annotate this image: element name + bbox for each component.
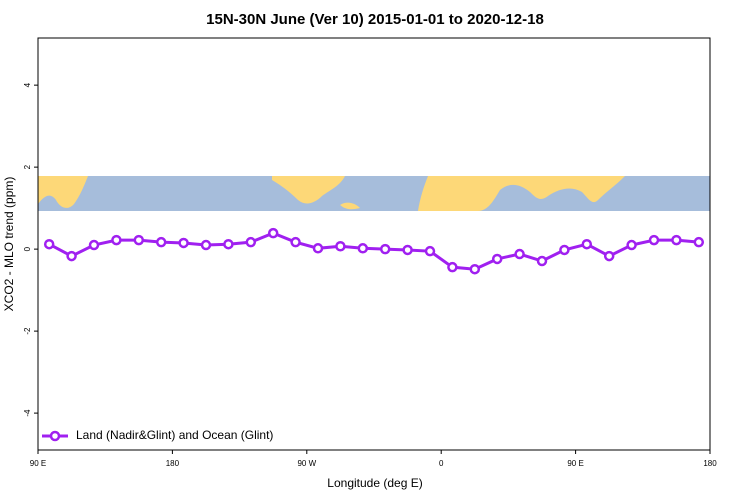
data-point xyxy=(603,250,615,262)
y-tick-label: 0 xyxy=(23,246,32,251)
y-tick-label: -2 xyxy=(23,327,32,335)
x-tick-label: 180 xyxy=(166,459,180,468)
data-point xyxy=(559,244,570,256)
data-point xyxy=(111,234,122,246)
data-point xyxy=(267,227,279,239)
plot-frame xyxy=(37,37,711,451)
legend-marker xyxy=(49,430,61,442)
x-tick-label: 90 W xyxy=(297,459,316,468)
data-point xyxy=(43,238,55,250)
legend-label: Land (Nadir&Glint) and Ocean (Glint) xyxy=(76,428,273,442)
x-tick-label: 0 xyxy=(439,459,444,468)
y-tick-label: 4 xyxy=(23,82,32,87)
x-tick-label: 90 E xyxy=(567,459,583,468)
y-tick-label: -4 xyxy=(23,409,32,417)
x-tick-label: 180 xyxy=(703,459,717,468)
data-point xyxy=(536,255,548,267)
data-point xyxy=(424,245,436,257)
data-point xyxy=(379,243,391,255)
data-point xyxy=(178,237,189,249)
data-point xyxy=(200,239,212,251)
chart-title: 15N-30N June (Ver 10) 2015-01-01 to 2020… xyxy=(206,11,544,28)
data-point xyxy=(671,234,682,246)
x-axis-label: Longitude (deg E) xyxy=(327,476,422,490)
data-point xyxy=(290,236,301,248)
data-point xyxy=(447,261,458,273)
x-tick-label: 90 E xyxy=(30,459,46,468)
data-point xyxy=(66,250,77,262)
data-point xyxy=(693,236,705,248)
data-point xyxy=(626,239,637,251)
data-point xyxy=(491,253,503,265)
data-point xyxy=(469,263,481,275)
data-point xyxy=(648,234,660,246)
series-line xyxy=(48,231,699,271)
data-point xyxy=(133,234,145,246)
data-point xyxy=(514,248,525,260)
data-point xyxy=(335,241,346,252)
y-axis-label: XCO2 - MLO trend (ppm) xyxy=(2,177,16,312)
data-point xyxy=(357,243,369,254)
data-point xyxy=(312,243,324,254)
data-point xyxy=(223,238,234,250)
data-point xyxy=(581,238,593,250)
map-band xyxy=(38,176,710,211)
data-point xyxy=(88,239,100,251)
data-point xyxy=(155,236,167,248)
data-point xyxy=(245,236,257,248)
y-tick-label: 2 xyxy=(23,164,32,169)
data-point xyxy=(402,244,413,256)
